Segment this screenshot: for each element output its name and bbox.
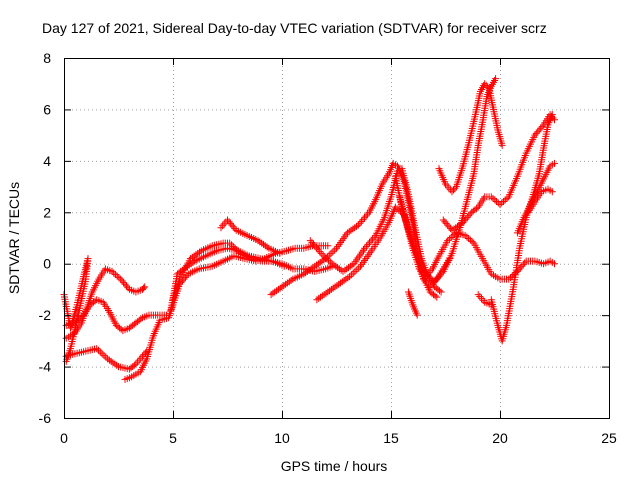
x-axis-label: GPS time / hours <box>281 458 388 474</box>
data-point-markers <box>435 80 506 196</box>
data-series <box>487 111 556 345</box>
grid <box>64 58 609 418</box>
data-series <box>404 288 421 319</box>
x-tick-label: 10 <box>274 430 290 446</box>
x-tick-label: 20 <box>492 430 508 446</box>
y-tick-label: 8 <box>43 50 51 66</box>
data-point-markers <box>439 111 558 234</box>
axes: 0 5 10 15 20 25 -6 -4 -2 0 2 4 6 8 <box>39 50 617 446</box>
data-point-markers <box>524 185 556 216</box>
chart-title: Day 127 of 2021, Sidereal Day-to-day VTE… <box>42 20 547 36</box>
data-series <box>435 80 506 196</box>
y-tick-label: -6 <box>39 410 52 426</box>
data-point-markers <box>487 111 556 345</box>
data-point-markers <box>169 239 288 304</box>
data-point-markers <box>62 345 151 373</box>
y-tick-label: -4 <box>39 359 52 375</box>
data-series <box>439 111 558 234</box>
data-series <box>169 239 288 304</box>
data-point-markers <box>404 288 421 319</box>
x-tick-label: 5 <box>169 430 177 446</box>
data-points <box>60 75 558 383</box>
x-tick-label: 25 <box>601 430 617 446</box>
y-tick-label: 6 <box>43 101 51 117</box>
data-series <box>524 185 556 216</box>
data-point-markers <box>62 296 170 335</box>
y-axis-label: SDTVAR / TECUs <box>6 182 22 294</box>
x-tick-label: 0 <box>60 430 68 446</box>
data-series <box>217 216 284 257</box>
data-series <box>396 193 558 283</box>
y-tick-label: -2 <box>39 307 52 323</box>
data-point-markers <box>396 193 558 283</box>
y-tick-label: 4 <box>43 153 51 169</box>
x-tick-label: 15 <box>383 430 399 446</box>
data-point-markers <box>474 291 495 309</box>
y-tick-label: 0 <box>43 256 51 272</box>
data-point-markers <box>217 216 284 257</box>
y-tick-label: 2 <box>43 204 51 220</box>
plot-frame <box>64 58 610 419</box>
data-series <box>62 345 151 373</box>
data-series <box>62 296 170 335</box>
data-series <box>474 291 495 309</box>
